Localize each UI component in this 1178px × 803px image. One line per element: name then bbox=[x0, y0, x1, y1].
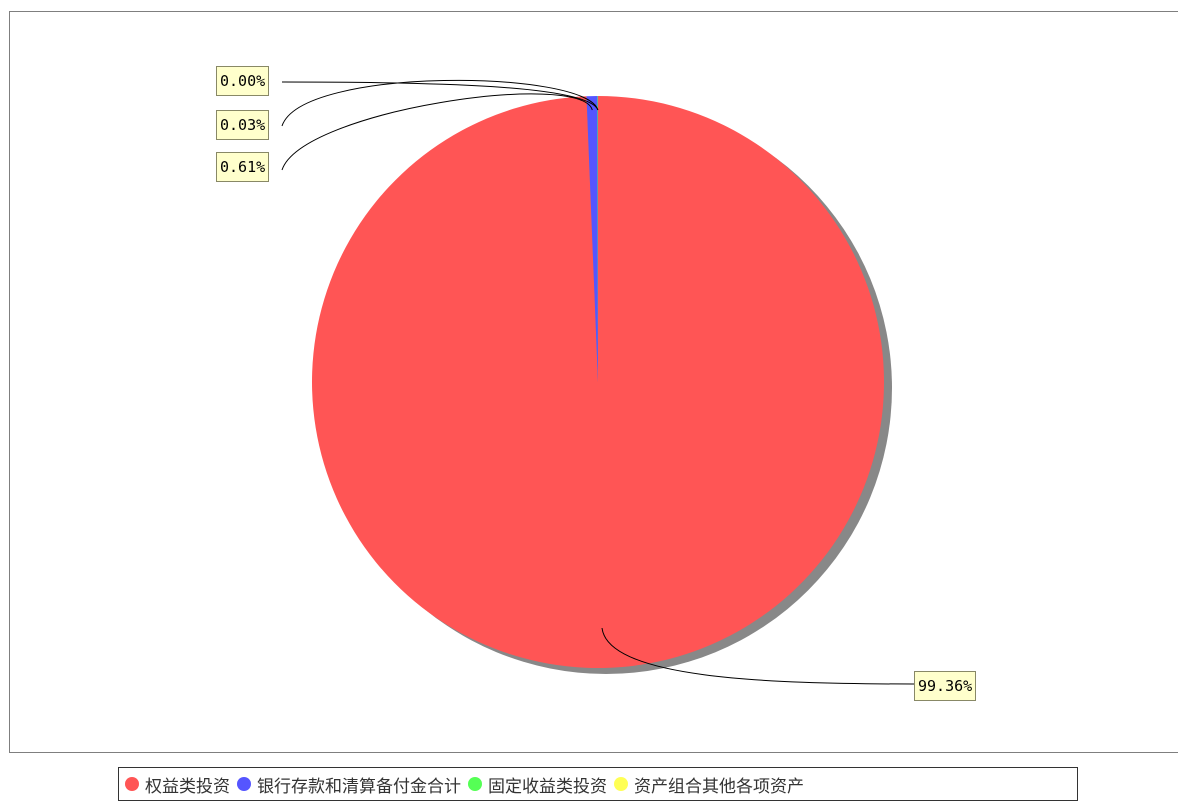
pie-slice-2 bbox=[586, 96, 598, 382]
legend-item-3: 固定收益类投资 bbox=[468, 772, 607, 797]
slice-label-2: 0.61% bbox=[216, 152, 270, 182]
legend-label-2: 银行存款和清算备付金合计 bbox=[257, 776, 461, 797]
leader-line-4 bbox=[281, 81, 599, 111]
legend-swatch-2 bbox=[237, 777, 251, 791]
leader-line-1 bbox=[601, 627, 915, 685]
legend-item-2: 银行存款和清算备付金合计 bbox=[237, 772, 461, 797]
legend-item-4: 资产组合其他各项资产 bbox=[614, 772, 804, 797]
leader-line-3 bbox=[281, 79, 599, 127]
legend-item-1: 权益类投资 bbox=[125, 772, 230, 797]
legend-swatch-3 bbox=[468, 777, 482, 791]
slice-label-3: 0.03% bbox=[216, 110, 270, 140]
legend-swatch-4 bbox=[614, 777, 628, 791]
slice-label-4: 0.00% bbox=[216, 66, 270, 96]
legend-label-3: 固定收益类投资 bbox=[488, 776, 607, 797]
slice-label-1: 99.36% bbox=[914, 671, 977, 701]
legend-swatch-1 bbox=[125, 777, 139, 791]
leader-line-2 bbox=[281, 93, 593, 171]
legend-label-1: 权益类投资 bbox=[145, 776, 230, 797]
pie-slice-1 bbox=[311, 96, 884, 668]
legend-label-4: 资产组合其他各项资产 bbox=[634, 776, 804, 797]
pie-slice-3 bbox=[597, 96, 598, 382]
legend: 权益类投资 银行存款和清算备付金合计 固定收益类投资 资产组合其他各项资产 bbox=[118, 767, 1078, 801]
